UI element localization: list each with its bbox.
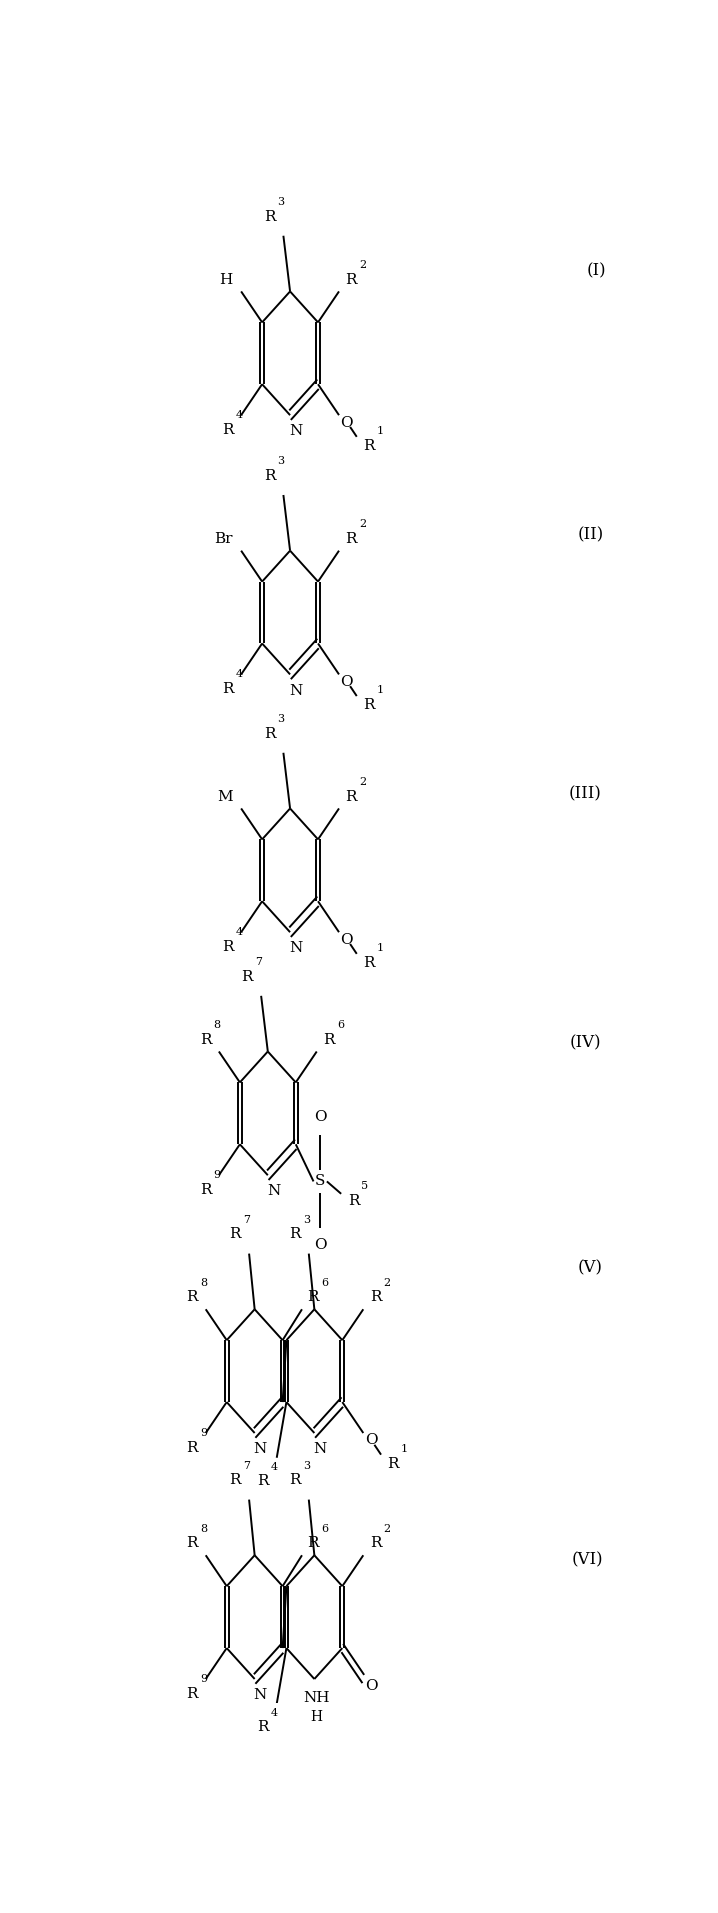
Text: R: R xyxy=(258,1720,269,1735)
Text: 6: 6 xyxy=(321,1278,328,1287)
Text: R: R xyxy=(187,1440,198,1454)
Text: O: O xyxy=(365,1433,378,1448)
Text: 8: 8 xyxy=(200,1278,208,1287)
Text: M: M xyxy=(217,790,233,803)
Text: R: R xyxy=(345,532,357,545)
Text: 4: 4 xyxy=(271,1462,279,1471)
Text: 3: 3 xyxy=(277,455,284,467)
Text: O: O xyxy=(340,932,353,947)
Text: R: R xyxy=(200,1033,211,1046)
Text: 3: 3 xyxy=(303,1215,309,1224)
Text: 3: 3 xyxy=(303,1462,309,1471)
Text: R: R xyxy=(187,1536,198,1550)
Text: N: N xyxy=(253,1442,267,1456)
Text: R: R xyxy=(187,1291,198,1305)
Text: 9: 9 xyxy=(200,1674,208,1683)
Text: R: R xyxy=(370,1536,381,1550)
Text: N: N xyxy=(289,683,302,698)
Text: R: R xyxy=(222,683,233,696)
Text: R: R xyxy=(200,1182,211,1198)
Text: O: O xyxy=(314,1110,327,1125)
Text: R: R xyxy=(348,1194,359,1209)
Text: 4: 4 xyxy=(236,409,243,421)
Text: (IV): (IV) xyxy=(569,1035,601,1050)
Text: N: N xyxy=(253,1687,267,1703)
Text: R: R xyxy=(187,1687,198,1701)
Text: 4: 4 xyxy=(236,670,243,679)
Text: 1: 1 xyxy=(377,685,384,694)
Text: R: R xyxy=(258,1475,269,1488)
Text: O: O xyxy=(340,415,353,430)
Text: R: R xyxy=(370,1291,381,1305)
Text: 7: 7 xyxy=(255,956,262,966)
Text: R: R xyxy=(230,1228,241,1242)
Text: 3: 3 xyxy=(277,197,284,207)
Text: 7: 7 xyxy=(243,1462,250,1471)
Text: H: H xyxy=(220,274,233,287)
Text: R: R xyxy=(363,956,375,970)
Text: 2: 2 xyxy=(383,1278,391,1287)
Text: O: O xyxy=(314,1238,327,1253)
Text: R: R xyxy=(264,210,275,224)
Text: N: N xyxy=(267,1184,280,1198)
Text: R: R xyxy=(264,727,275,740)
Text: R: R xyxy=(388,1456,399,1471)
Text: R: R xyxy=(241,970,253,983)
Text: 1: 1 xyxy=(377,943,384,953)
Text: 8: 8 xyxy=(213,1020,220,1029)
Text: N: N xyxy=(289,941,302,955)
Text: 7: 7 xyxy=(243,1215,250,1224)
Text: (V): (V) xyxy=(578,1259,603,1276)
Text: (II): (II) xyxy=(577,526,604,543)
Text: 8: 8 xyxy=(200,1525,208,1534)
Text: 1: 1 xyxy=(401,1444,409,1454)
Text: 6: 6 xyxy=(321,1525,328,1534)
Text: 2: 2 xyxy=(359,260,366,270)
Text: 1: 1 xyxy=(377,427,384,436)
Text: R: R xyxy=(307,1536,319,1550)
Text: (I): (I) xyxy=(587,262,606,279)
Text: 2: 2 xyxy=(359,518,366,530)
Text: 3: 3 xyxy=(277,714,284,723)
Text: H: H xyxy=(310,1710,322,1724)
Text: 9: 9 xyxy=(213,1171,220,1180)
Text: R: R xyxy=(289,1473,301,1488)
Text: R: R xyxy=(307,1291,319,1305)
Text: 2: 2 xyxy=(359,777,366,786)
Text: S: S xyxy=(315,1175,325,1188)
Text: Br: Br xyxy=(214,532,233,545)
Text: R: R xyxy=(222,423,233,436)
Text: 6: 6 xyxy=(337,1020,344,1029)
Text: 2: 2 xyxy=(383,1525,391,1534)
Text: N: N xyxy=(313,1442,327,1456)
Text: 4: 4 xyxy=(236,928,243,937)
Text: R: R xyxy=(289,1228,301,1242)
Text: 4: 4 xyxy=(271,1708,279,1718)
Text: O: O xyxy=(340,675,353,689)
Text: R: R xyxy=(363,438,375,453)
Text: R: R xyxy=(264,469,275,482)
Text: O: O xyxy=(365,1680,378,1693)
Text: 5: 5 xyxy=(361,1182,368,1192)
Text: R: R xyxy=(222,939,233,955)
Text: (VI): (VI) xyxy=(572,1551,604,1569)
Text: R: R xyxy=(345,274,357,287)
Text: R: R xyxy=(345,790,357,803)
Text: (III): (III) xyxy=(569,784,602,802)
Text: NH: NH xyxy=(303,1691,330,1704)
Text: 9: 9 xyxy=(200,1427,208,1439)
Text: R: R xyxy=(363,698,375,712)
Text: R: R xyxy=(230,1473,241,1488)
Text: R: R xyxy=(323,1033,335,1046)
Text: N: N xyxy=(289,425,302,438)
